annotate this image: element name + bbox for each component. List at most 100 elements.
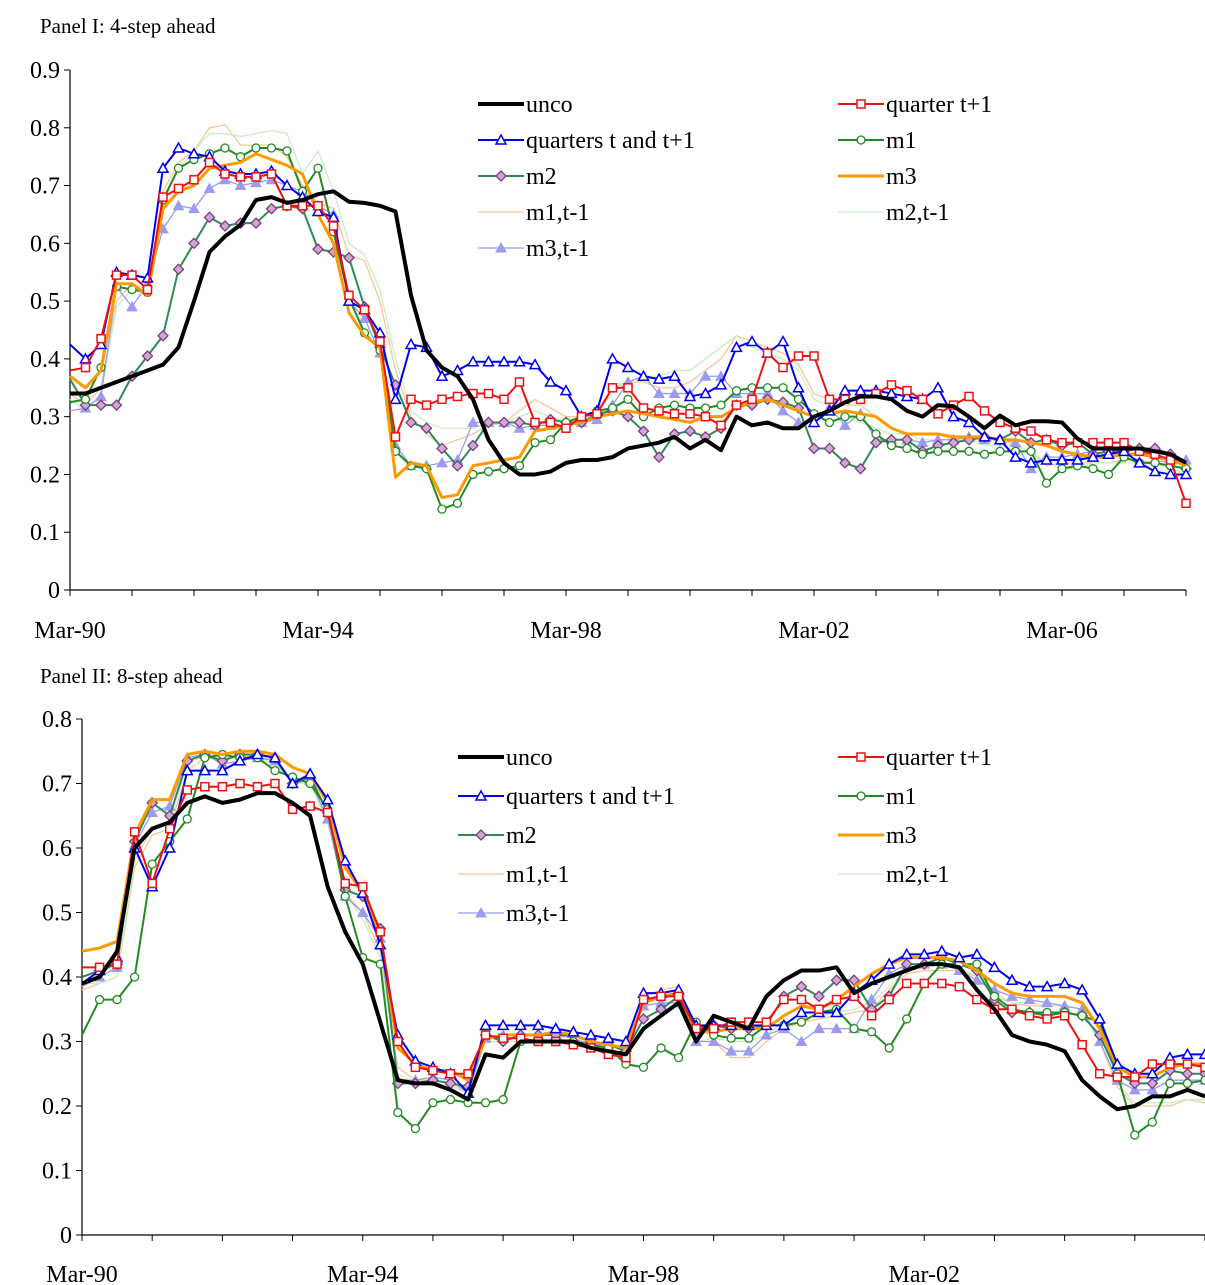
panel-2-point-quarter-t-1	[1007, 1004, 1017, 1014]
panel-1-point-quarter-t-1	[669, 409, 680, 419]
panel-2-point-m1	[498, 1094, 508, 1105]
panel-2-point-quarters-t-and-t-1	[1110, 1057, 1124, 1069]
panel-1-point-quarter-t-1	[437, 394, 447, 405]
panel-2-legend-label: unco	[506, 745, 553, 771]
panel-1-point-m3-t-1	[358, 312, 371, 323]
panel-2-point-quarter-t-1	[322, 807, 333, 818]
panel-1-legend-item-m1: m1	[838, 128, 917, 154]
panel-1-point-quarter-t-1	[375, 336, 385, 347]
panel-1-point-m1	[437, 504, 447, 514]
panel-1-point-quarter-t-1	[607, 383, 618, 393]
panel-1-point-quarter-t-1	[902, 385, 912, 396]
panel-1-point-quarter-t-1	[731, 400, 742, 410]
panel-2-point-m3-t-1	[725, 1045, 738, 1056]
panel-1-point-quarter-t-1	[545, 417, 556, 428]
panel-2-point-m1	[480, 1098, 491, 1108]
panel-1-point-m1	[530, 438, 540, 448]
panel-1-axes: 0 0.1 0.2 0.3 0.4 0.5 0.6 0.7 0.8 0.9 Mar-90 Mar-94…	[30, 58, 1187, 644]
panel-1-point-quarter-t-1	[142, 284, 153, 295]
panel-1-point-m2	[250, 217, 262, 230]
panel-2-point-m1	[884, 1043, 894, 1053]
panel-1-point-quarter-t-1	[716, 420, 726, 431]
panel-1-point-quarters-t-and-t-1	[389, 392, 402, 405]
panel-1-point-quarter-t-1	[266, 169, 277, 179]
panel-2-point-m1	[866, 1027, 877, 1037]
panel-2-point-m1	[129, 972, 140, 982]
panel-1-point-quarters-t-and-t-1	[342, 294, 356, 306]
panel-2-point-quarters-t-and-t-1	[795, 1005, 808, 1018]
panel-2-point-m1	[305, 778, 315, 789]
panel-2-point-m3-t-1	[146, 806, 159, 818]
panel-1-point-quarters-t-and-t-1	[714, 378, 728, 390]
panel-1-point-m3-t-1	[699, 370, 712, 381]
panel-1-x-tick-label: Mar-98	[530, 618, 602, 644]
panel-2-point-quarter-t-1	[480, 1030, 491, 1040]
panel-2-point-m3-t-1	[813, 1022, 825, 1034]
panel-1-point-m3-t-1	[1009, 436, 1022, 448]
panel-1-point-quarters-t-and-t-1	[1102, 447, 1115, 459]
panel-1-point-m1	[483, 466, 494, 477]
panel-1-point-quarters-t-and-t-1	[993, 433, 1007, 445]
panel-1-point-m3-t-1	[126, 300, 138, 312]
panel-2-legend-label: m3,t-1	[506, 901, 569, 927]
panel-1-point-m1	[933, 446, 943, 456]
panel-1-point-quarter-t-1	[80, 362, 91, 373]
panel-2-point-m1	[638, 1062, 649, 1072]
panel-1-point-quarter-t-1	[390, 432, 401, 442]
panel-1-point-quarters-t-and-t-1	[699, 387, 712, 399]
panel-2-point-quarter-t-1	[164, 823, 175, 834]
panel-1-point-quarter-t-1	[158, 192, 168, 202]
panel-1-point-quarter-t-1	[421, 400, 432, 410]
panel-1-point-quarter-t-1	[964, 391, 974, 402]
panel-2-point-quarters-t-and-t-1	[303, 767, 317, 779]
panel-1-point-quarters-t-and-t-1	[962, 415, 976, 428]
panel-1-point-m2	[839, 456, 851, 469]
panel-1-point-quarters-t-and-t-1	[668, 369, 681, 381]
panel-1-legend-label: m2,t-1	[886, 200, 949, 226]
panel-2-point-m1	[673, 1052, 684, 1063]
panel-2-x-tick-label: Mar-02	[889, 1262, 961, 1285]
panel-1-point-m2	[405, 416, 417, 429]
panel-2-legend-item-m1: m1	[838, 784, 917, 810]
panel-2-point-quarters-t-and-t-1	[181, 764, 194, 776]
panel-2-point-m1	[340, 891, 350, 902]
panel-1-point-quarter-t-1	[1041, 435, 1052, 445]
panel-2-y-tick-label: 0.3	[42, 1030, 72, 1056]
panel-1-point-m3-t-1	[219, 173, 231, 185]
panel-1-point-m3-t-1	[203, 182, 216, 193]
panel-2-point-m1	[270, 765, 280, 776]
panel-1-legend-item-m2: m2	[478, 164, 557, 190]
panel-1-point-quarters-t-and-t-1	[652, 372, 666, 384]
panel-2-y-tick-label: 0.8	[42, 707, 72, 733]
panel-1-point-m1	[871, 429, 881, 439]
panel-2-point-quarter-t-1	[919, 978, 929, 989]
panel-1-y-tick-label: 0.4	[30, 347, 60, 373]
panel-2-point-quarter-t-1	[147, 878, 157, 889]
panel-2-point-quarters-t-and-t-1	[777, 1018, 791, 1031]
panel-1-legend-label: m3,t-1	[526, 236, 589, 262]
panel-2-point-quarters-t-and-t-1	[830, 1005, 843, 1018]
panel-1-point-quarter-t-1	[685, 409, 695, 419]
panel-1-legend-marker	[856, 135, 866, 145]
panel-1-point-quarters-t-and-t-1	[1179, 467, 1193, 480]
panel-1-point-quarter-t-1	[886, 380, 897, 390]
panel-2-point-quarter-t-1	[761, 1017, 772, 1027]
panel-2-point-quarters-t-and-t-1	[163, 841, 177, 853]
panel-1-point-m1	[793, 394, 804, 404]
panel-2-point-quarter-t-1	[235, 778, 245, 789]
panel-2-point-quarters-t-and-t-1	[198, 764, 212, 776]
panel-1-point-m2	[312, 243, 324, 256]
panel-1-point-m1	[1103, 469, 1114, 480]
panel-2-point-quarter-t-1	[708, 1023, 719, 1034]
panel-2-point-quarters-t-and-t-1	[988, 960, 1001, 973]
panel-2-point-m1	[1182, 1078, 1193, 1089]
panel-2-point-m1	[744, 1033, 754, 1043]
panel-1-point-quarters-t-and-t-1	[435, 369, 449, 381]
panel-2-point-quarter-t-1	[1024, 1010, 1035, 1021]
panel-1-y-tick-label: 0.7	[30, 174, 60, 200]
panel-1-point-m1	[716, 400, 726, 410]
panel-1-point-quarters-t-and-t-1	[745, 335, 759, 347]
panel-2-point-quarter-t-1	[831, 994, 842, 1005]
panel-2-point-quarters-t-and-t-1	[479, 1018, 492, 1031]
panel-1-point-m1	[251, 143, 261, 153]
